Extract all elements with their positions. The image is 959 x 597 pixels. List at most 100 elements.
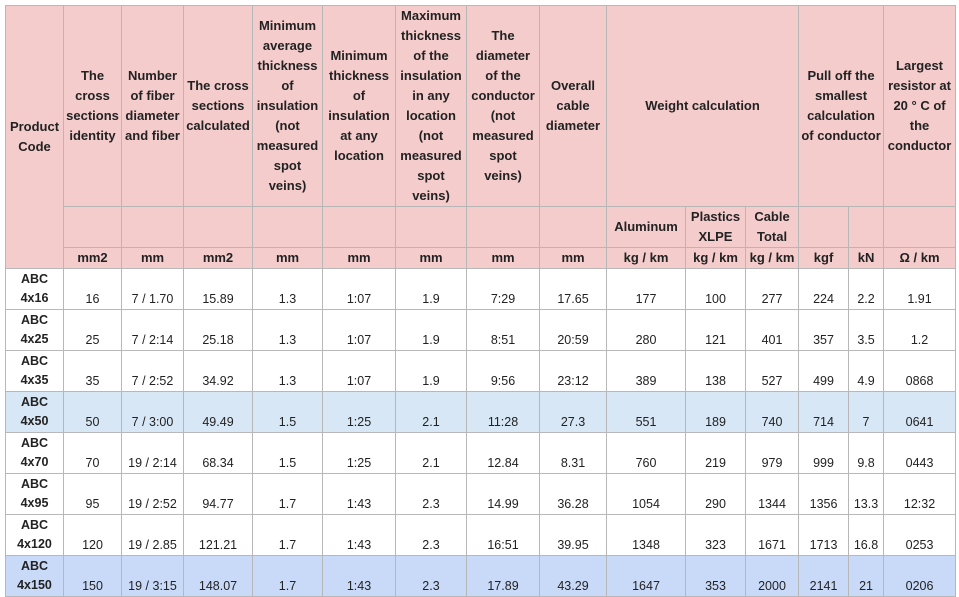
data-cell: 16.8 [848,514,885,556]
data-cell: 150 [63,555,122,597]
data-cell: 740 [744,391,800,433]
data-cell: 2000 [744,555,800,597]
product-code: ABC 4x35 [5,350,64,392]
data-cell: 36.28 [539,473,607,515]
data-cell: 1.7 [252,555,323,597]
data-cell: 9:56 [466,350,540,392]
data-cell: 1.9 [395,268,467,310]
header-cell-empty [121,206,184,248]
data-cell: 7 [848,391,885,433]
header-cell: The cross sections identity [63,5,122,207]
data-cell: 1713 [798,514,850,556]
data-cell: 2.1 [395,391,467,433]
data-cell: 0253 [883,514,957,556]
header-row: Aluminum Plastics XLPE Cable Total [6,206,957,248]
header-cell: Minimum average thickness of insulation … [252,5,323,207]
header-cell: The diameter of the conductor (not measu… [466,5,540,207]
data-cell: 17.65 [539,268,607,310]
data-cell: 1:25 [322,391,396,433]
data-cell: 2.1 [395,432,467,474]
unit-cell: mm [252,247,323,269]
data-cell: 2.2 [848,268,885,310]
header-cell-empty [883,206,957,248]
product-code: ABC 4x95 [5,473,64,515]
data-cell: 39.95 [539,514,607,556]
unit-cell: mm [466,247,540,269]
data-cell: 1.9 [395,350,467,392]
data-row: ABC 4x35 35 7 / 2:52 34.92 1.3 1:07 1.9 9:56 23:… [5,350,957,392]
data-cell: 7 / 2:14 [121,309,184,351]
data-cell: 1.7 [252,473,323,515]
unit-cell: mm [121,247,184,269]
data-cell: 2.3 [395,473,467,515]
data-cell: 7 / 2:52 [121,350,184,392]
data-cell: 19 / 2.85 [121,514,184,556]
data-cell: 4.9 [848,350,885,392]
product-code: ABC 4x150 [5,555,64,597]
data-cell: 21 [848,555,885,597]
data-row: ABC 4x150 150 19 / 3:15 148.07 1.7 1:43 2.3 17.… [5,555,957,597]
data-cell: 1054 [606,473,686,515]
data-cell: 714 [798,391,850,433]
data-cell: 16 [63,268,122,310]
data-cell: 357 [798,309,850,351]
data-cell: 14.99 [466,473,540,515]
data-cell: 527 [744,350,800,392]
data-cell: 1:43 [322,473,396,515]
data-row: ABC 4x70 70 19 / 2:14 68.34 1.5 1:25 2.1 12.84 8… [5,432,957,474]
data-cell: 13.3 [848,473,885,515]
data-cell: 25.18 [183,309,253,351]
data-cell: 499 [798,350,850,392]
data-cell: 1.7 [252,514,323,556]
data-cell: 979 [744,432,800,474]
data-cell: 1.91 [883,268,957,310]
data-cell: 11:28 [466,391,540,433]
header-cell-empty [395,206,467,248]
header-cell: Number of fiber diameter and fiber [121,5,184,207]
header-cell: Plastics XLPE [685,206,746,248]
data-cell: 7 / 3:00 [121,391,184,433]
data-cell: 277 [744,268,800,310]
header-cell: Maximum thickness of the insulation in a… [395,5,467,207]
unit-cell: mm2 [183,247,253,269]
data-cell: 1.5 [252,432,323,474]
header-cell-empty [322,206,396,248]
unit-row: mm2 mm mm2 mm mm mm mm mm kg / km kg / km kg / km k… [6,247,957,269]
data-cell: 1348 [606,514,686,556]
header-cell: Cable Total [744,206,800,248]
data-cell: 290 [685,473,746,515]
data-cell: 189 [685,391,746,433]
data-cell: 0206 [883,555,957,597]
data-cell: 9.8 [848,432,885,474]
data-row: ABC 4x50 50 7 / 3:00 49.49 1.5 1:25 2.1 11:28 27… [5,391,957,433]
unit-cell: mm2 [63,247,122,269]
unit-cell: mm [322,247,396,269]
data-cell: 1:07 [322,309,396,351]
unit-cell: mm [395,247,467,269]
unit-cell: mm [539,247,607,269]
data-cell: 35 [63,350,122,392]
data-cell: 1:07 [322,268,396,310]
unit-cell: kgf [798,247,850,269]
data-cell: 148.07 [183,555,253,597]
data-cell: 323 [685,514,746,556]
data-cell: 7:29 [466,268,540,310]
data-cell: 280 [606,309,686,351]
header-cell-empty [63,206,122,248]
unit-cell: kg / km [744,247,800,269]
data-cell: 401 [744,309,800,351]
unit-cell: kN [848,247,885,269]
product-code: ABC 4x16 [5,268,64,310]
product-code: ABC 4x120 [5,514,64,556]
data-row: ABC 4x95 95 19 / 2:52 94.77 1.7 1:43 2.3 14.99 3… [5,473,957,515]
data-cell: 1.9 [395,309,467,351]
data-cell: 8.31 [539,432,607,474]
header-cell: Minimum thickness of insulation at any l… [322,5,396,207]
data-cell: 121.21 [183,514,253,556]
header-cell-empty [183,206,253,248]
data-cell: 7 / 1.70 [121,268,184,310]
data-cell: 23:12 [539,350,607,392]
data-cell: 1.5 [252,391,323,433]
data-cell: 1:25 [322,432,396,474]
data-cell: 1.2 [883,309,957,351]
